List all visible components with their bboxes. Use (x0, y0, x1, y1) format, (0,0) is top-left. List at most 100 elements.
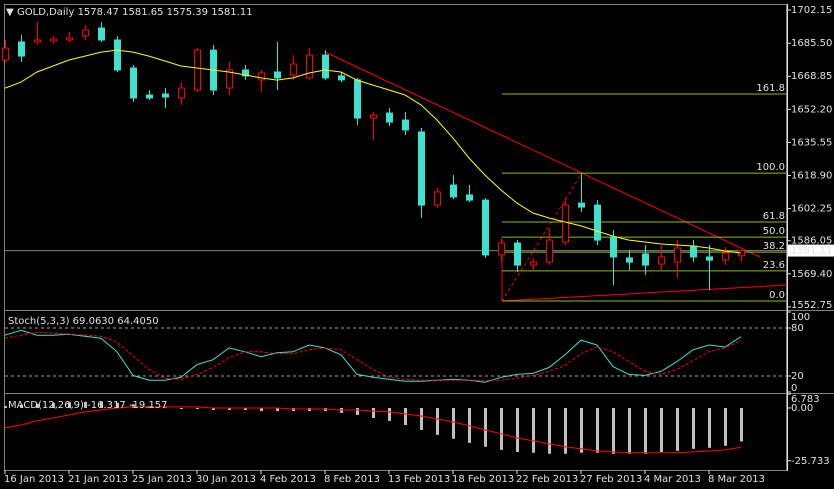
candle-body (194, 49, 201, 91)
y-tick-label: 1618.90 (791, 170, 832, 181)
histogram-bar (244, 407, 247, 411)
x-tick-label: 8 Mar 2013 (708, 474, 765, 485)
fib-label: 50.0 (763, 226, 785, 237)
fib-label: 61.8 (763, 211, 785, 222)
stoch-main: 69.0630 (73, 316, 114, 327)
y-tick-label: 1702.15 (791, 5, 832, 16)
y-tick-label: 1602.25 (791, 204, 832, 215)
candle-body (242, 69, 249, 77)
candle-body (82, 29, 89, 37)
x-tick-label: 30 Jan 2013 (196, 474, 256, 485)
price-box (788, 244, 834, 257)
macd-header: MACD(12,26,9) -16.317 -19.157 (8, 400, 168, 411)
candle-body (306, 54, 313, 79)
candle-body (386, 112, 393, 123)
trend-line (501, 284, 788, 302)
histogram-bar (628, 407, 631, 454)
candle-body (226, 69, 233, 89)
histogram-bar (132, 404, 135, 408)
histogram-bar (116, 402, 119, 408)
histogram-bar (484, 407, 487, 447)
histogram-bar (564, 407, 567, 454)
histogram-bar (612, 407, 615, 454)
candle-body (466, 194, 473, 201)
collapse-icon: ▼ (6, 7, 14, 18)
candle-body (354, 79, 361, 119)
candle-body (594, 204, 601, 241)
histogram-bar (548, 407, 551, 454)
y-tick-label: 0.00 (791, 403, 813, 414)
candle-body (370, 114, 377, 119)
y-tick-label: -25.733 (791, 456, 830, 467)
y-tick-label: 1552.75 (791, 300, 832, 311)
candle-body (498, 242, 505, 256)
histogram-bar (84, 401, 87, 408)
histogram-bar (596, 407, 599, 453)
candle-body (18, 41, 25, 57)
histogram-bar (644, 407, 647, 454)
high: 1581.65 (122, 7, 163, 18)
histogram-bar (52, 402, 55, 408)
candle-body (146, 94, 153, 99)
histogram-bar (436, 407, 439, 435)
fib-trend (501, 172, 583, 302)
histogram-bar (516, 407, 519, 452)
histogram-bar (740, 407, 743, 442)
candle-body (2, 47, 9, 61)
fib-label: 38.2 (763, 241, 785, 252)
candle-body (514, 242, 521, 266)
histogram-bar (212, 407, 215, 411)
trend-line (324, 51, 761, 258)
y-tick-label: 1635.55 (791, 137, 832, 148)
indicator-line (4, 331, 742, 381)
candle-body (690, 245, 697, 258)
histogram-bar (20, 404, 23, 408)
histogram-bar (68, 402, 71, 408)
candle-body (34, 39, 41, 43)
histogram-bar (580, 407, 583, 453)
candle-body (642, 253, 649, 266)
candle-body (706, 256, 713, 261)
y-tick-label: 1685.50 (791, 38, 832, 49)
histogram-bar (180, 407, 183, 409)
low: 1575.39 (167, 7, 208, 18)
histogram-bar (164, 407, 167, 409)
x-tick-label: 13 Feb 2013 (388, 474, 450, 485)
close: 1581.11 (211, 7, 252, 18)
macd-value: -19.157 (129, 400, 168, 411)
x-tick-label: 4 Feb 2013 (260, 474, 316, 485)
candle-body (610, 236, 617, 258)
fib-label: 23.6 (763, 260, 785, 271)
candle-body (546, 239, 553, 263)
y-tick-label: 100 (791, 312, 810, 323)
histogram-bar (36, 403, 39, 408)
histogram-bar (100, 401, 103, 408)
price-box-label: 1581.11 (791, 246, 832, 257)
candle-body (258, 72, 265, 81)
candle-body (50, 38, 57, 42)
moving-average (4, 49, 742, 254)
fib-label: 161.8 (756, 83, 785, 94)
candle-body (674, 247, 681, 263)
histogram-bar (292, 407, 295, 412)
candle-body (130, 67, 137, 99)
candle-body (578, 202, 585, 208)
y-tick-label: 1569.40 (791, 269, 832, 280)
y-tick-label: 0 (791, 383, 797, 394)
histogram-bar (532, 407, 535, 453)
signal-line (4, 406, 742, 454)
macd-title: MACD(12,26,9) (8, 400, 84, 411)
x-tick-label: 16 Jan 2013 (4, 474, 64, 485)
candle-body (178, 87, 185, 99)
candle-body (482, 199, 489, 256)
histogram-bar (452, 407, 455, 439)
x-tick-label: 8 Feb 2013 (324, 474, 380, 485)
candle-body (434, 191, 441, 206)
candle-body (66, 37, 73, 41)
x-tick-label: 25 Jan 2013 (132, 474, 192, 485)
candle-body (658, 256, 665, 265)
candle-body (450, 184, 457, 198)
histogram-bar (388, 407, 391, 421)
candle-body (162, 93, 169, 98)
